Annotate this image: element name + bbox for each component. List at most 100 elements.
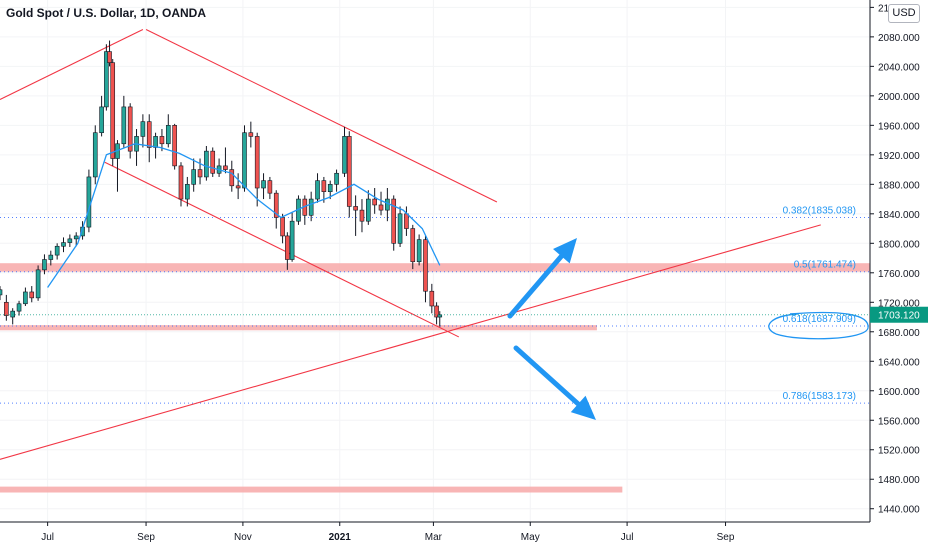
candle-body bbox=[242, 132, 247, 189]
resistance-zones bbox=[0, 263, 870, 493]
candle bbox=[308, 191, 314, 222]
candle bbox=[121, 95, 127, 148]
candle-body bbox=[197, 169, 203, 178]
candle-body bbox=[35, 269, 41, 299]
candle-body bbox=[204, 150, 209, 178]
candle bbox=[397, 206, 403, 247]
candle-body bbox=[29, 291, 35, 299]
candle bbox=[346, 131, 352, 218]
candle-body bbox=[107, 51, 112, 63]
candle-body bbox=[378, 204, 384, 211]
candle-body bbox=[172, 125, 177, 167]
last-price-box bbox=[870, 306, 928, 323]
highlight-circle bbox=[768, 311, 869, 340]
candle bbox=[315, 173, 320, 203]
candle-body bbox=[289, 220, 295, 260]
moving-average-line bbox=[47, 143, 441, 288]
fibonacci-levels: 0.382(1835.038) 0.5(1761.474) 0.618(1687.9… bbox=[0, 205, 870, 404]
y-tick-label: 1920.000 bbox=[878, 151, 920, 162]
candle bbox=[48, 250, 54, 266]
candle bbox=[127, 103, 133, 159]
candle-body bbox=[223, 165, 228, 170]
candle bbox=[334, 169, 339, 192]
candle-body bbox=[434, 305, 439, 318]
candle bbox=[165, 114, 171, 148]
candle bbox=[185, 176, 190, 207]
fib-label: 0.618(1687.909) bbox=[783, 314, 856, 325]
candle bbox=[23, 287, 28, 306]
zone-band bbox=[0, 486, 623, 493]
candle bbox=[172, 123, 177, 170]
y-tick-label: 1640.000 bbox=[878, 357, 920, 368]
candle bbox=[16, 300, 22, 316]
x-tick-label: Mar bbox=[425, 532, 443, 543]
candle-body bbox=[165, 125, 171, 145]
candle bbox=[327, 180, 333, 200]
up-arrow-head bbox=[553, 238, 577, 264]
candle-body bbox=[54, 245, 60, 256]
y-tick-label: 1560.000 bbox=[878, 416, 920, 427]
candle bbox=[372, 188, 377, 214]
candle bbox=[107, 40, 112, 67]
candle-body bbox=[423, 239, 428, 292]
candle-body bbox=[99, 106, 104, 134]
candle bbox=[54, 243, 60, 260]
y-tick-label: 2040.000 bbox=[878, 62, 920, 73]
candle bbox=[35, 265, 41, 301]
candle bbox=[366, 190, 371, 225]
candle-body bbox=[73, 235, 79, 240]
trend-line bbox=[104, 161, 460, 338]
candle-body bbox=[67, 238, 73, 243]
candle-body bbox=[229, 169, 235, 187]
candle bbox=[146, 114, 152, 163]
zone-band bbox=[0, 325, 597, 331]
candle bbox=[110, 58, 116, 166]
fib-label: 0.786(1583.173) bbox=[783, 391, 856, 402]
candle bbox=[273, 190, 279, 229]
candle-body bbox=[280, 217, 285, 237]
y-tick-label: 1480.000 bbox=[878, 475, 920, 486]
candle-body bbox=[61, 242, 66, 247]
candle-body bbox=[191, 169, 196, 185]
candle-body bbox=[235, 185, 241, 189]
currency-badge[interactable]: USD bbox=[888, 4, 920, 23]
candle-body bbox=[10, 310, 16, 318]
grid bbox=[0, 0, 870, 522]
candle bbox=[99, 95, 104, 137]
candle-body bbox=[273, 192, 279, 218]
y-tick-label: 1760.000 bbox=[878, 269, 920, 280]
last-price-label: 1703.120 bbox=[878, 311, 920, 322]
candle bbox=[197, 158, 203, 185]
candle bbox=[235, 173, 241, 200]
down-arrow-head bbox=[570, 395, 596, 420]
candle-body bbox=[385, 198, 390, 211]
candle-body bbox=[334, 172, 339, 185]
candle bbox=[191, 158, 196, 192]
candle bbox=[416, 234, 422, 266]
candle bbox=[321, 176, 327, 203]
candle-body bbox=[127, 106, 133, 152]
candle bbox=[229, 160, 235, 192]
y-tick-label: 2080.000 bbox=[878, 33, 920, 44]
y-tick-label: 2000.000 bbox=[878, 92, 920, 103]
candle bbox=[342, 126, 347, 177]
candle bbox=[204, 145, 209, 181]
candle bbox=[4, 294, 9, 321]
candle-body bbox=[410, 228, 416, 263]
candle-body bbox=[267, 180, 273, 194]
candle-body bbox=[110, 62, 116, 159]
x-tick-label: Jul bbox=[41, 532, 54, 543]
axes: 2120.0002080.0002040.0002000.0001960.000… bbox=[0, 0, 920, 543]
candle-body bbox=[16, 303, 22, 312]
candle-body bbox=[285, 235, 290, 260]
candle bbox=[261, 173, 266, 200]
y-tick-label: 1440.000 bbox=[878, 505, 920, 516]
x-tick-label: Nov bbox=[234, 532, 252, 543]
candle-body bbox=[4, 301, 9, 316]
candle bbox=[42, 254, 47, 275]
candle bbox=[280, 213, 285, 244]
candle-body bbox=[366, 198, 371, 222]
candle bbox=[210, 147, 216, 177]
